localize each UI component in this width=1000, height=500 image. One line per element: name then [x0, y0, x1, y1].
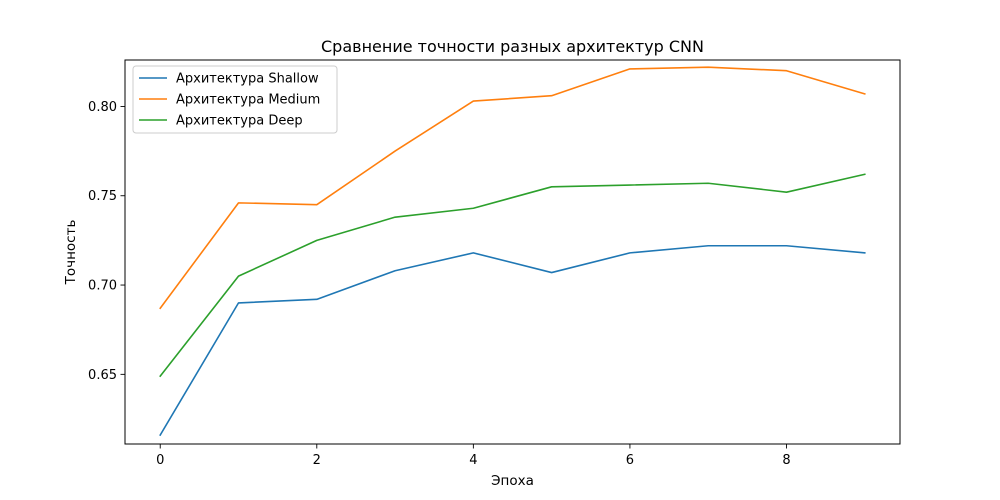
series-line-0: [159, 244, 866, 437]
x-tick-label-1: 2: [313, 453, 321, 468]
y-tick-label-1: 0.70: [88, 279, 117, 294]
legend-label-2: Архитектура Deep: [176, 114, 303, 129]
legend-label-1: Архитектура Medium: [176, 93, 320, 108]
y-axis-label: Точность: [63, 220, 79, 286]
chart-title: Сравнение точности разных архитектур CNN: [321, 37, 704, 56]
y-tick-label-0: 0.65: [88, 368, 117, 383]
series-layer: [159, 66, 866, 437]
plot-frame: [124, 59, 901, 445]
legend-box: [132, 65, 338, 134]
y-tick-label-2: 0.75: [88, 189, 117, 204]
legend-label-0: Архитектура Shallow: [176, 72, 319, 87]
x-tick-label-2: 4: [469, 453, 477, 468]
x-tick-label-4: 8: [782, 453, 790, 468]
legend-items: Архитектура Shallow Архитектура Medium Арх…: [139, 72, 320, 129]
y-tick-label-3: 0.80: [88, 100, 117, 115]
y-axis: 0.65 0.70 0.75 0.80: [88, 100, 125, 383]
series-line-2: [159, 173, 866, 378]
x-tick-label-3: 6: [626, 453, 634, 468]
series-line-1: [159, 66, 866, 310]
x-axis: 0 2 4 6 8: [156, 444, 791, 468]
x-axis-label: Эпоха: [491, 473, 534, 489]
plot-area: [124, 59, 901, 445]
x-tick-label-0: 0: [156, 453, 164, 468]
legend: Архитектура Shallow Архитектура Medium Арх…: [132, 65, 338, 134]
